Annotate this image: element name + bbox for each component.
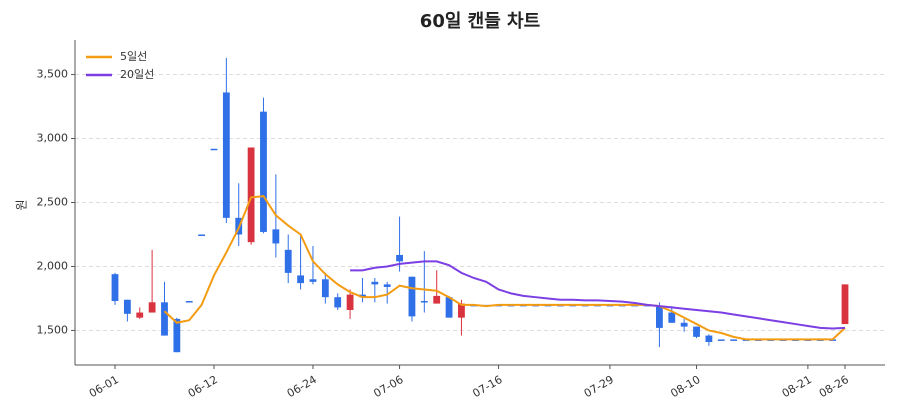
legend-label: 5일선 (120, 49, 147, 63)
candle-body (309, 279, 317, 282)
candle-body (111, 274, 119, 302)
candle-body (346, 294, 354, 310)
x-tick-label: 07-16 (470, 373, 504, 400)
y-tick-label: 2,500 (37, 196, 69, 209)
y-tick-label: 1,500 (37, 323, 69, 336)
candle-body (656, 306, 663, 328)
y-tick-label: 2,000 (37, 259, 69, 272)
candle-body (458, 303, 465, 318)
candle-body (841, 284, 849, 325)
ma-line (163, 195, 846, 341)
candle-body (445, 297, 453, 318)
candle-body (321, 279, 329, 298)
candle-body (247, 147, 255, 243)
chart-title: 60일 캔들 차트 (420, 11, 540, 32)
candle-body (123, 299, 131, 314)
candle-body (284, 249, 292, 273)
candle-body (730, 339, 738, 341)
candle-body (420, 301, 428, 303)
legend-label: 20일선 (120, 67, 154, 81)
candle-body (408, 276, 416, 317)
candle-body (185, 301, 193, 303)
candle-body (693, 326, 700, 337)
y-tick-label: 3,000 (37, 132, 69, 145)
candle-body (222, 92, 230, 218)
x-tick-label: 06-24 (285, 373, 319, 400)
candle-body (371, 281, 379, 285)
candle-body (161, 302, 168, 336)
candle-body (272, 229, 280, 244)
candle-body (705, 335, 713, 342)
x-tick-label: 07-29 (582, 373, 616, 400)
candle-body (297, 275, 304, 284)
candle-body (680, 322, 688, 327)
candle-body (383, 284, 391, 287)
x-tick-label: 08-26 (817, 373, 851, 400)
candle-body (334, 297, 342, 308)
candle-body (668, 312, 676, 323)
candle-body (260, 111, 267, 232)
candle-body (433, 295, 441, 304)
candle-body (148, 302, 156, 313)
candle-body (198, 234, 206, 236)
x-tick-label: 06-12 (186, 373, 220, 400)
y-axis-label: 원 (15, 199, 29, 210)
x-tick-label: 06-01 (87, 373, 121, 400)
candle-body (210, 148, 218, 151)
candle-body (173, 318, 181, 353)
candle-body (396, 254, 403, 262)
ma-line (350, 260, 846, 330)
y-tick-label: 3,500 (37, 68, 69, 81)
x-tick-label: 08-10 (668, 373, 702, 400)
candle-body (359, 294, 366, 298)
x-tick-label: 08-21 (780, 373, 814, 400)
x-tick-label: 07-06 (371, 373, 405, 400)
candle-body (136, 312, 144, 318)
candle-body (717, 339, 725, 341)
